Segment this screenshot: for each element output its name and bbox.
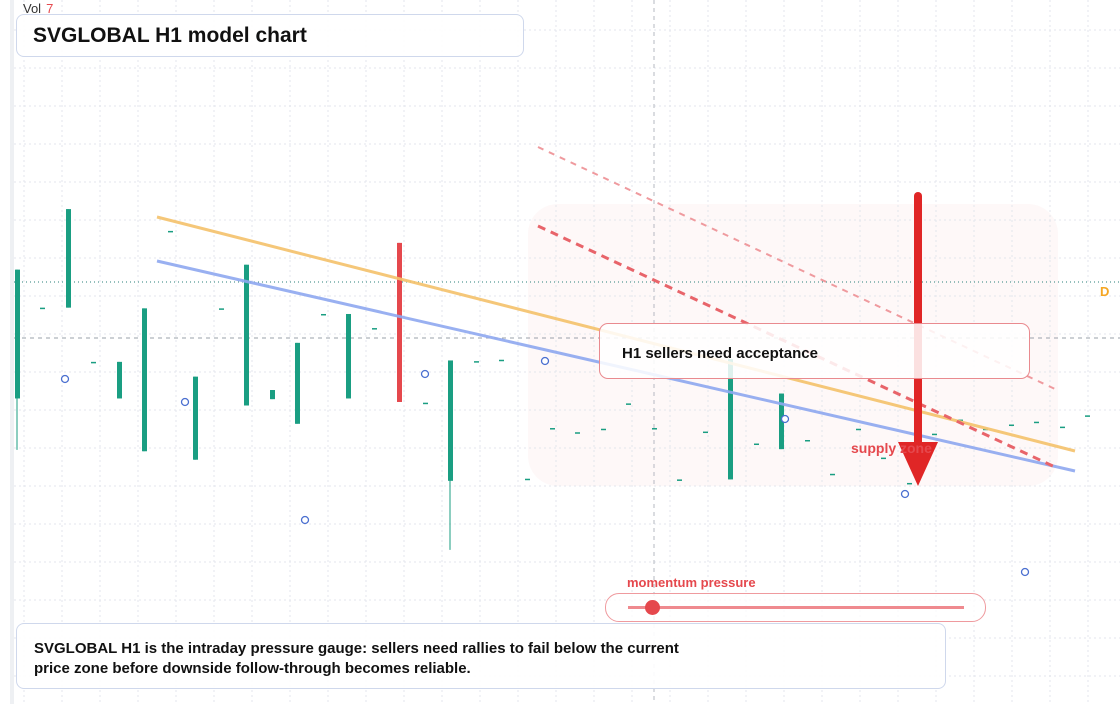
candle-body <box>40 307 45 310</box>
candle-body <box>728 359 733 480</box>
candle-body <box>193 376 198 460</box>
swing-marker <box>300 515 310 525</box>
candle-body <box>91 361 96 364</box>
candle-body <box>168 230 173 233</box>
volume-readout: Vol 7 <box>23 1 53 16</box>
candle-body <box>117 361 122 399</box>
swing-marker <box>180 397 190 407</box>
momentum-track <box>628 606 964 609</box>
price-axis-rule <box>10 0 14 704</box>
candle-body <box>448 360 453 481</box>
momentum-knob <box>644 600 660 615</box>
price-tag: D <box>1100 284 1110 299</box>
momentum-label: momentum pressure <box>627 575 756 590</box>
candle-body <box>397 242 402 402</box>
candle-body <box>626 403 631 405</box>
candle-body <box>703 431 708 434</box>
chart-title-box: SVGLOBAL H1 model chart <box>16 14 524 57</box>
candle-body <box>601 428 606 431</box>
candle-body <box>575 432 580 434</box>
swing-marker <box>60 374 70 384</box>
swing-marker <box>420 369 430 379</box>
candle-body <box>321 313 326 316</box>
note-box: SVGLOBAL H1 is the intraday pressure gau… <box>16 623 946 689</box>
candle-body <box>346 313 351 399</box>
candle-body <box>15 269 20 399</box>
candle-body <box>499 359 504 362</box>
candle-body <box>244 264 249 406</box>
callout-text: H1 sellers need acceptance <box>622 345 818 362</box>
candle-body <box>1085 415 1090 417</box>
candle-body <box>881 457 886 460</box>
candle-body <box>856 428 861 431</box>
swing-marker <box>900 489 910 499</box>
candle-body <box>219 308 224 310</box>
down-arrow-head <box>898 442 938 486</box>
candle-body <box>1060 426 1065 429</box>
candle-body <box>830 473 835 476</box>
candle-body <box>805 440 810 442</box>
candle-body <box>932 433 937 436</box>
candle-body <box>372 328 377 330</box>
note-text: SVGLOBAL H1 is the intraday pressure gau… <box>34 640 679 677</box>
zone-label: supply zone <box>851 440 932 456</box>
candle-body <box>270 390 275 400</box>
candle-body <box>677 479 682 481</box>
swing-marker <box>1020 567 1030 577</box>
volume-value: 7 <box>46 1 54 16</box>
candle-body <box>295 342 300 424</box>
candle-body <box>907 482 912 485</box>
chart-title: SVGLOBAL H1 model chart <box>33 24 307 47</box>
callout-box: H1 sellers need acceptance <box>599 323 1030 379</box>
candle-body <box>652 428 657 430</box>
swing-marker <box>780 414 790 424</box>
candle-body <box>142 308 147 452</box>
candle-body <box>550 428 555 430</box>
candle-body <box>474 361 479 363</box>
candle-body <box>525 478 530 481</box>
candle-body <box>66 209 71 308</box>
volume-label: Vol <box>23 1 42 16</box>
swing-marker <box>540 356 550 366</box>
candle-body <box>779 393 784 450</box>
momentum-gauge <box>605 593 986 622</box>
candle-body <box>1034 421 1039 424</box>
candle-body <box>754 443 759 446</box>
candle-body <box>1009 424 1014 427</box>
candle-body <box>423 402 428 405</box>
